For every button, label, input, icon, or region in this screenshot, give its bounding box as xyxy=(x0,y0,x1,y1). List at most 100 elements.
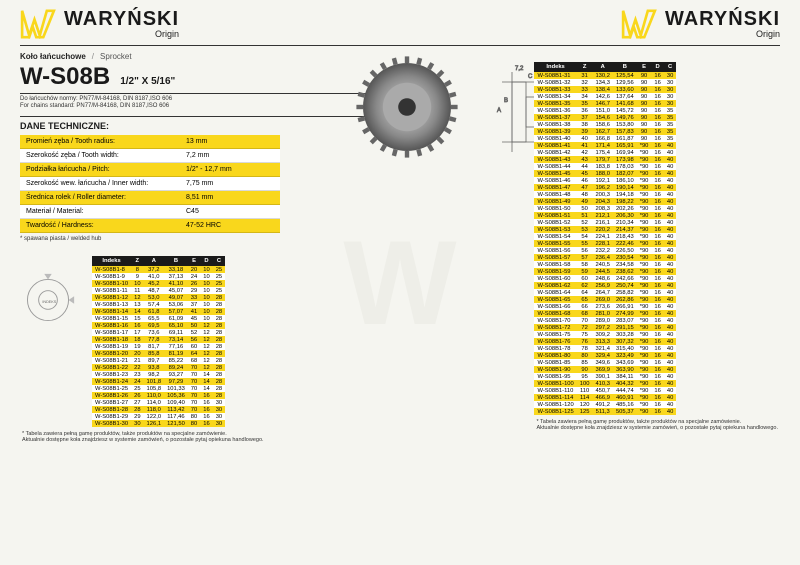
table-row: W-S08B1-120120491,2485,16*901640 xyxy=(534,401,676,408)
table-row: W-S08B1-131357,453,06371028 xyxy=(92,301,225,308)
table-row: W-S08B1-6666273,6266,91*901640 xyxy=(534,303,676,310)
table-row: W-S08B1-5151212,1206,30*901640 xyxy=(534,212,676,219)
table-row: W-S08B1-121253,049,07331028 xyxy=(92,294,225,301)
note-line2: For chains standard: PN77/M-84168, DIN 8… xyxy=(20,103,370,110)
svg-text:B: B xyxy=(504,98,508,104)
table-row: W-S08B1-3030126,1121,50801630 xyxy=(92,420,225,427)
logo-left: WARYŃSKI Origin xyxy=(20,8,179,39)
spec-value: C45 xyxy=(180,205,280,219)
table-row: W-S08B1-222293,889,24701228 xyxy=(92,364,225,371)
spec-footnote: * spawana piasta / welded hub xyxy=(20,236,370,242)
column-header: Z xyxy=(131,256,143,266)
spec-value: 1/2" - 12,7 mm xyxy=(180,163,280,177)
column-header: D xyxy=(651,62,663,72)
spec-label: Szerokość wew. łańcucha / Inner width: xyxy=(20,177,180,191)
table-row: W-S08B1-7575309,2303,28*901640 xyxy=(534,331,676,338)
table-row: W-S08B1-5050208,3202,26*901640 xyxy=(534,205,676,212)
column-header: Indeks xyxy=(92,256,131,266)
table-row: W-S08B1-7070289,0283,07*901640 xyxy=(534,317,676,324)
table-row: W-S08B1-5252216,1210,34*901640 xyxy=(534,219,676,226)
table-row: W-S08B1-2727114,0109,40701630 xyxy=(92,399,225,406)
table-row: W-S08B1-125125511,3505,37*901640 xyxy=(534,408,676,415)
table-row: W-S08B1-6464264,7258,82*901640 xyxy=(534,289,676,296)
table-row: W-S08B1-6262256,9250,74*901640 xyxy=(534,282,676,289)
logo-icon xyxy=(20,9,56,39)
table-row: W-S08B1-4949204,3198,22*901640 xyxy=(534,198,676,205)
column-header: C xyxy=(664,62,676,72)
column-header: B xyxy=(613,62,637,72)
column-header: Indeks xyxy=(534,62,576,72)
title-en: Sprocket xyxy=(100,52,132,61)
divider xyxy=(20,45,780,46)
table-row: W-S08B1-3434142,6137,64901630 xyxy=(534,93,676,100)
table-row: W-S08B1-7272297,2291,15*901640 xyxy=(534,324,676,331)
title-pl: Koło łańcuchowe xyxy=(20,52,86,61)
table-row: W-S08B1-101045,241,10261025 xyxy=(92,280,225,287)
table-row: W-S08B1-151565,561,09451028 xyxy=(92,315,225,322)
table-row: W-S08B1-232398,293,27701428 xyxy=(92,371,225,378)
table-row: W-S08B1-5656232,2226,50*901640 xyxy=(534,247,676,254)
table-row: W-S08B1-6868281,0274,99*901640 xyxy=(534,310,676,317)
brand-name: WARYŃSKI xyxy=(64,8,179,31)
table-row: W-S08B1-3838158,6153,80901635 xyxy=(534,121,676,128)
sprocket-photo xyxy=(352,52,462,162)
column-header: D xyxy=(200,256,212,266)
table-row: W-S08B1-5959244,5238,62*901640 xyxy=(534,268,676,275)
table-row: W-S08B1-5555228,1222,46*901640 xyxy=(534,240,676,247)
table-row: W-S08B1-7878321,4315,40*901640 xyxy=(534,345,676,352)
spec-value: 13 mm xyxy=(180,135,280,149)
column-header: C xyxy=(213,256,225,266)
table-row: W-S08B1-161669,565,10501228 xyxy=(92,322,225,329)
table-row: W-S08B1-114114466,9460,91*901640 xyxy=(534,394,676,401)
table-row: W-S08B1-171773,669,11521228 xyxy=(92,329,225,336)
note-line1: Do łańcuchów normy: PN77/M-84168, DIN 81… xyxy=(20,96,370,103)
table-row: W-S08B1-6565269,0262,86*901640 xyxy=(534,296,676,303)
product-spec: 1/2" X 5/16" xyxy=(120,76,175,87)
table-row: W-S08B1-4646192,1186,10*901640 xyxy=(534,177,676,184)
spec-label: Promień zęba / Tooth radius: xyxy=(20,135,180,149)
table-row: W-S08B1-4242175,4169,94*901640 xyxy=(534,149,676,156)
table-row: W-S08B1-2525105,8101,33701428 xyxy=(92,385,225,392)
table-row: W-S08B1-4444183,8178,03*901640 xyxy=(534,163,676,170)
table-row: W-S08B1-2626110,0105,36701628 xyxy=(92,392,225,399)
spec-value: 7,75 mm xyxy=(180,177,280,191)
product-code: W-S08B xyxy=(20,63,110,91)
table-row: W-S08B1-3737154,6149,76901635 xyxy=(534,114,676,121)
table-row: W-S08B1-110110450,7444,74*901640 xyxy=(534,387,676,394)
table-row: W-S08B1-2828118,0113,42701630 xyxy=(92,406,225,413)
table-row: W-S08B1-5757236,4230,54*901640 xyxy=(534,254,676,261)
column-header: A xyxy=(144,256,165,266)
column-header: E xyxy=(637,62,652,72)
data-table-2: IndeksZABEDC W-S08B1-3131130,2125,549016… xyxy=(534,62,676,415)
spec-label: Twardość / Hardness: xyxy=(20,219,180,233)
footer-note-right: * Tabela zawiera pełną gamę produktów, t… xyxy=(534,419,780,431)
table-row: W-S08B1-5454224,1218,43*901640 xyxy=(534,233,676,240)
spec-value: 47-52 HRC xyxy=(180,219,280,233)
table-row: W-S08B1-202085,881,19641228 xyxy=(92,350,225,357)
table-row: W-S08B1-5858240,5234,58*901640 xyxy=(534,261,676,268)
header: WARYŃSKI Origin WARYŃSKI Origin xyxy=(0,0,800,43)
column-header: A xyxy=(592,62,613,72)
data-table-1: IndeksZABEDC W-S08B1-8837,233,18201025W-… xyxy=(92,256,225,427)
spec-label: Szerokość zęba / Tooth width: xyxy=(20,149,180,163)
table-row: W-S08B1-3636151,0145,72901635 xyxy=(534,107,676,114)
table-row: W-S08B1-4747196,2190,14*901640 xyxy=(534,184,676,191)
table-row: W-S08B1-181877,873,14561228 xyxy=(92,336,225,343)
table-row: W-S08B1-8837,233,18201025 xyxy=(92,266,225,273)
table-row: W-S08B1-4343179,7173,98*901640 xyxy=(534,156,676,163)
spec-table: Promień zęba / Tooth radius:13 mmSzeroko… xyxy=(20,135,280,233)
table-row: W-S08B1-8585349,6343,69*901640 xyxy=(534,359,676,366)
table-row: W-S08B1-111148,745,07291025 xyxy=(92,287,225,294)
table-row: W-S08B1-3232134,3129,56901630 xyxy=(534,79,676,86)
svg-text:A: A xyxy=(497,108,501,114)
table-row: W-S08B1-3333138,4133,60901630 xyxy=(534,86,676,93)
table-row: W-S08B1-212189,785,22681228 xyxy=(92,357,225,364)
tooth-diagram: INDEKS xyxy=(20,272,76,328)
brand-name: WARYŃSKI xyxy=(665,8,780,31)
section-title: DANE TECHNICZNE: xyxy=(20,121,370,131)
table-row: W-S08B1-9941,037,13241025 xyxy=(92,273,225,280)
spec-value: 7,2 mm xyxy=(180,149,280,163)
spec-value: 8,51 mm xyxy=(180,191,280,205)
spec-label: Średnica rolek / Roller diameter: xyxy=(20,191,180,205)
table-row: W-S08B1-191981,777,16601228 xyxy=(92,343,225,350)
